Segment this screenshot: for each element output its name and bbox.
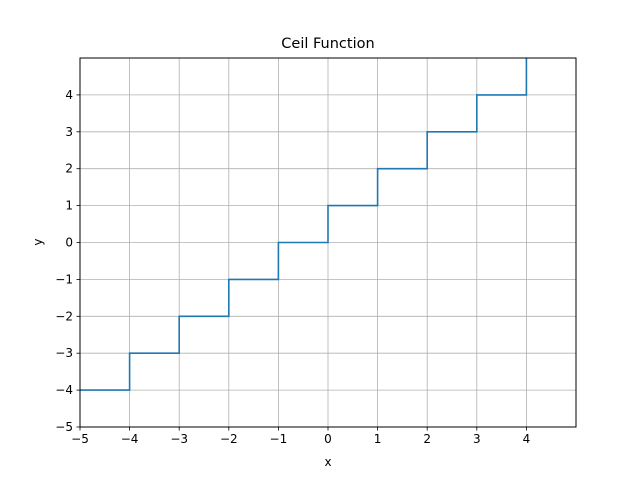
y-tick-label: 3	[65, 125, 73, 139]
x-tick-label: −5	[71, 432, 89, 446]
x-tick-label: −3	[170, 432, 188, 446]
chart-title: Ceil Function	[281, 36, 374, 52]
y-tick-label: −3	[55, 346, 73, 360]
x-tick-label: 0	[324, 432, 332, 446]
ceil-step-line	[80, 58, 528, 391]
x-tick-label: 2	[423, 432, 431, 446]
y-tick-label: −1	[55, 272, 73, 286]
y-axis-label: y	[31, 238, 45, 245]
y-tick-label: 4	[65, 88, 73, 102]
x-tick-label: 3	[473, 432, 481, 446]
y-tick-label: 1	[65, 199, 73, 213]
x-tick-label: 1	[374, 432, 382, 446]
series-layer	[80, 58, 528, 391]
x-axis-label: x	[324, 455, 331, 469]
y-tick-label: −5	[55, 420, 73, 434]
ticks: −5 −4 −3 −2 −1 0 1 2 3 4 −5 −4 −3 −2 −1 0 1 2 3 4	[55, 88, 530, 446]
grid	[79, 58, 576, 428]
y-tick-label: −4	[55, 383, 73, 397]
x-tick-label: −2	[220, 432, 238, 446]
x-tick-label: −4	[121, 432, 139, 446]
y-tick-label: −2	[55, 309, 73, 323]
x-tick-label: 4	[523, 432, 531, 446]
y-tick-label: 0	[65, 236, 73, 250]
y-tick-label: 2	[65, 162, 73, 176]
x-tick-label: −1	[270, 432, 288, 446]
